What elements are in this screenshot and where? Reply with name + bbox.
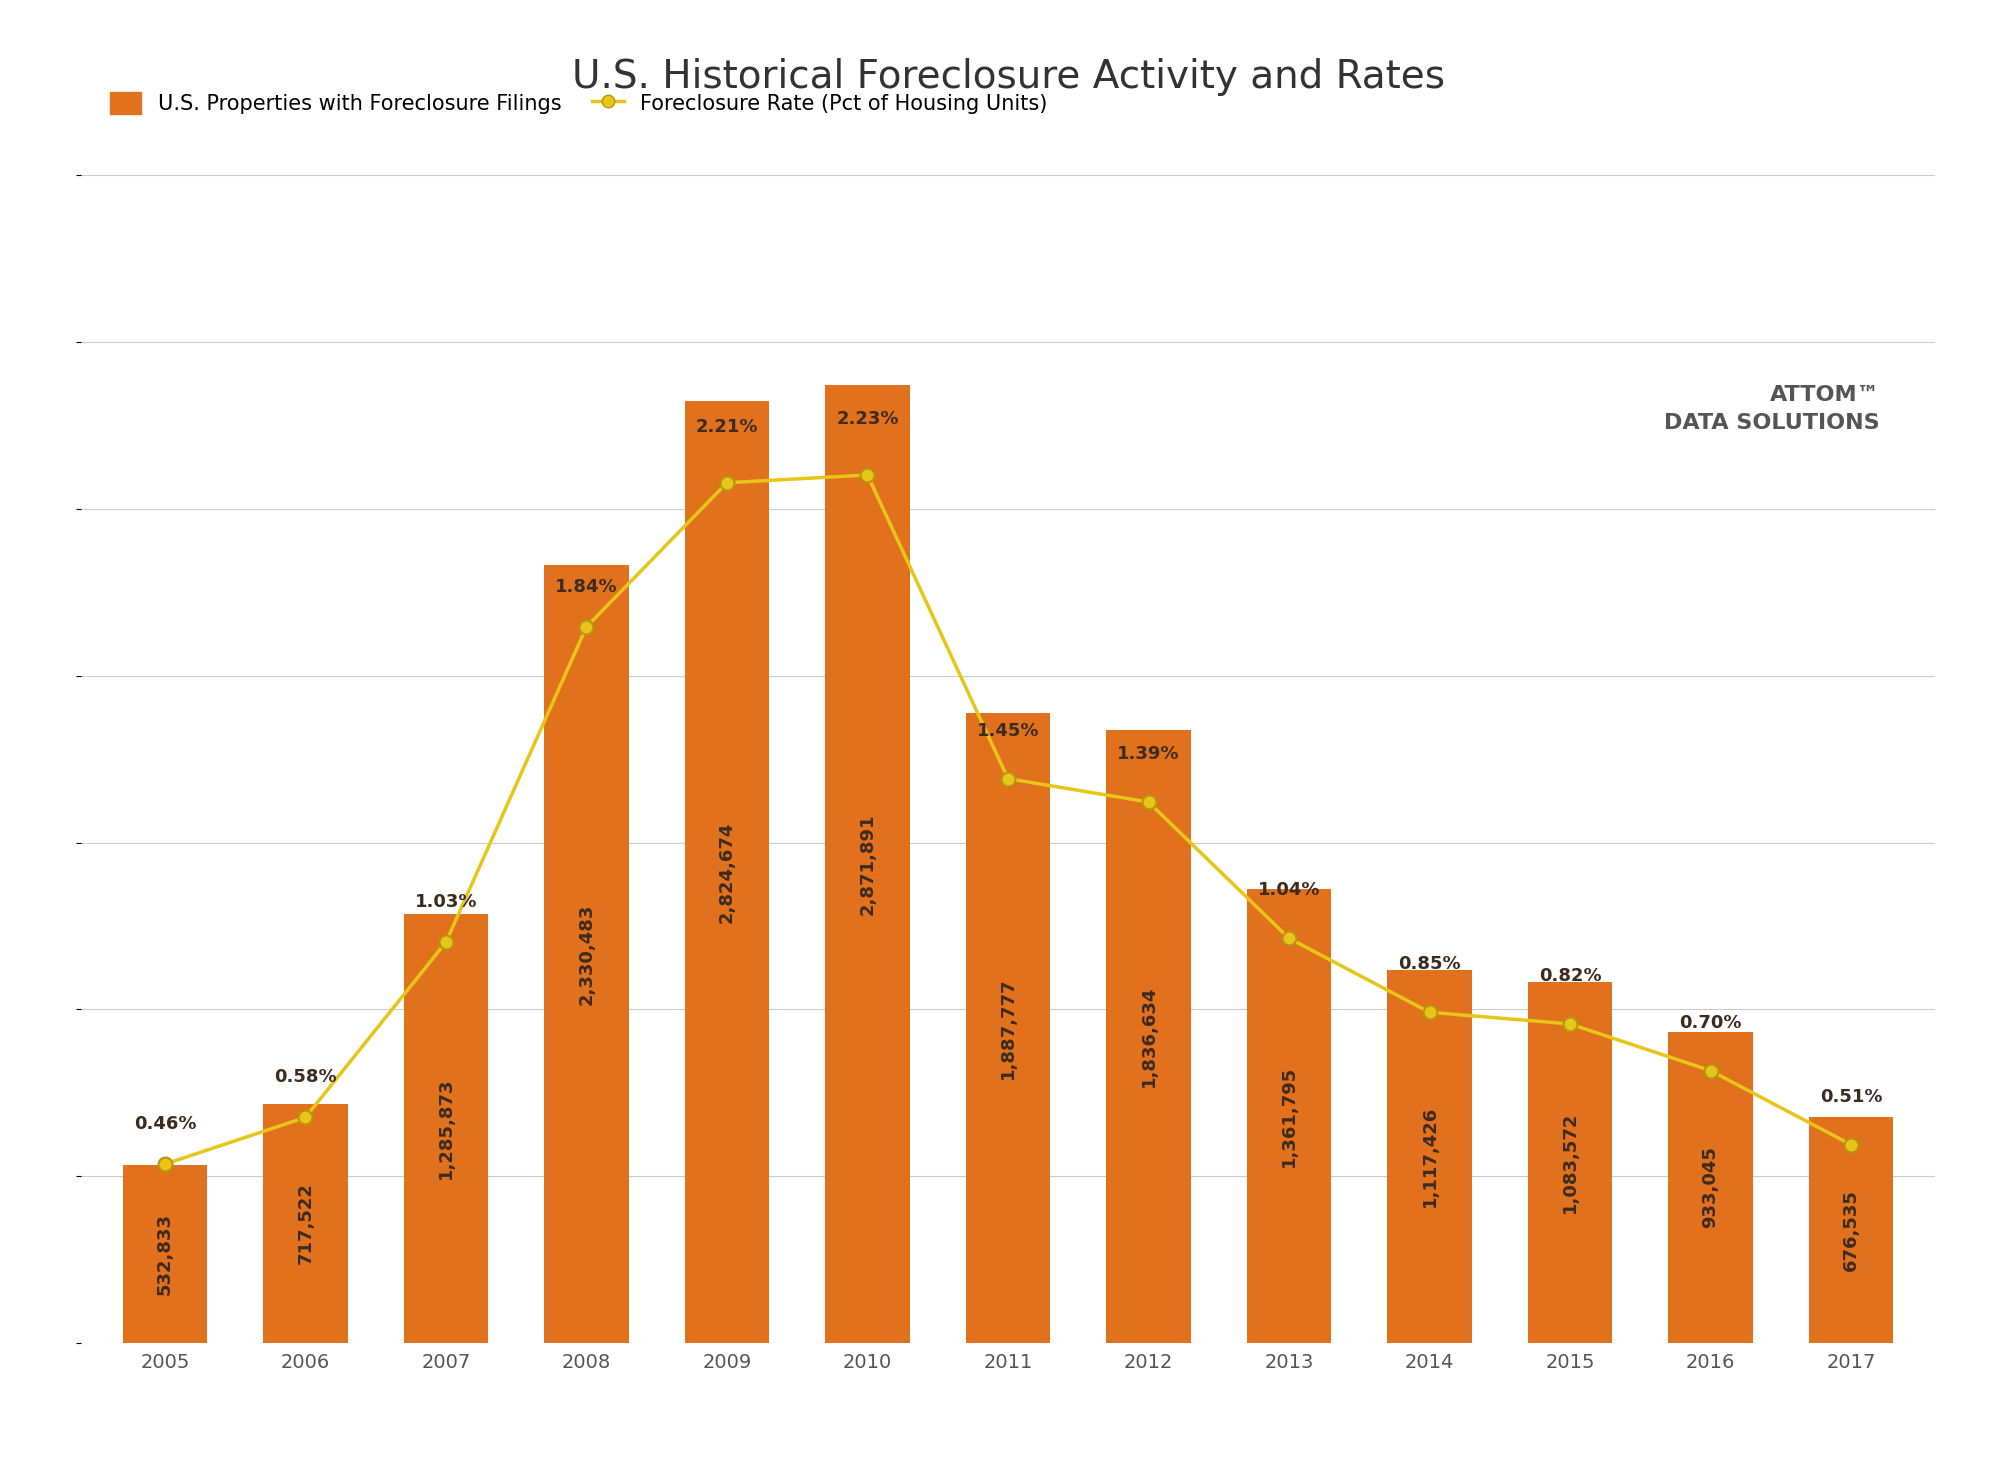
Text: 1.39%: 1.39%	[1117, 745, 1179, 764]
Text: 0.70%: 0.70%	[1679, 1013, 1742, 1032]
Text: 0.82%: 0.82%	[1538, 967, 1601, 986]
Text: 0.58%: 0.58%	[274, 1069, 337, 1086]
Text: 2,824,674: 2,824,674	[718, 821, 736, 923]
Text: 1.04%: 1.04%	[1258, 882, 1320, 899]
Text: 1,117,426: 1,117,426	[1421, 1107, 1439, 1207]
Text: 676,535: 676,535	[1843, 1190, 1861, 1272]
Text: 717,522: 717,522	[296, 1183, 314, 1264]
Text: 2.23%: 2.23%	[837, 410, 899, 428]
Legend: U.S. Properties with Foreclosure Filings, Foreclosure Rate (Pct of Housing Units: U.S. Properties with Foreclosure Filings…	[109, 92, 1048, 114]
Text: 1,836,634: 1,836,634	[1139, 986, 1157, 1088]
Text: 1.45%: 1.45%	[976, 721, 1040, 740]
Bar	[1107, 730, 1191, 1343]
Bar	[1669, 1032, 1752, 1343]
Text: 1,083,572: 1,083,572	[1560, 1111, 1579, 1213]
Bar	[544, 565, 629, 1343]
Bar	[123, 1165, 208, 1343]
Text: 1.03%: 1.03%	[415, 894, 478, 911]
Bar	[1528, 981, 1613, 1343]
Text: 2.21%: 2.21%	[696, 418, 758, 437]
Text: 1,285,873: 1,285,873	[437, 1077, 456, 1180]
Bar	[966, 714, 1050, 1343]
Bar	[685, 400, 770, 1343]
Bar	[1808, 1117, 1893, 1343]
Bar	[825, 385, 909, 1343]
Text: 0.51%: 0.51%	[1820, 1088, 1883, 1105]
Bar	[264, 1104, 347, 1343]
Text: 0.46%: 0.46%	[133, 1115, 196, 1133]
Text: 1.84%: 1.84%	[554, 578, 617, 596]
Text: 1,887,777: 1,887,777	[1000, 977, 1016, 1079]
Bar	[1246, 889, 1331, 1343]
Text: 0.85%: 0.85%	[1399, 955, 1462, 974]
Text: 933,045: 933,045	[1702, 1146, 1720, 1228]
Text: ATTOM™
DATA SOLUTIONS: ATTOM™ DATA SOLUTIONS	[1663, 385, 1879, 434]
Text: 2,330,483: 2,330,483	[577, 904, 595, 1004]
Text: U.S. Historical Foreclosure Activity and Rates: U.S. Historical Foreclosure Activity and…	[571, 58, 1445, 96]
Text: 532,833: 532,833	[155, 1213, 173, 1295]
Text: 1,361,795: 1,361,795	[1280, 1066, 1298, 1167]
Bar	[403, 914, 488, 1343]
Bar	[1387, 971, 1472, 1343]
Text: 2,871,891: 2,871,891	[859, 813, 877, 915]
